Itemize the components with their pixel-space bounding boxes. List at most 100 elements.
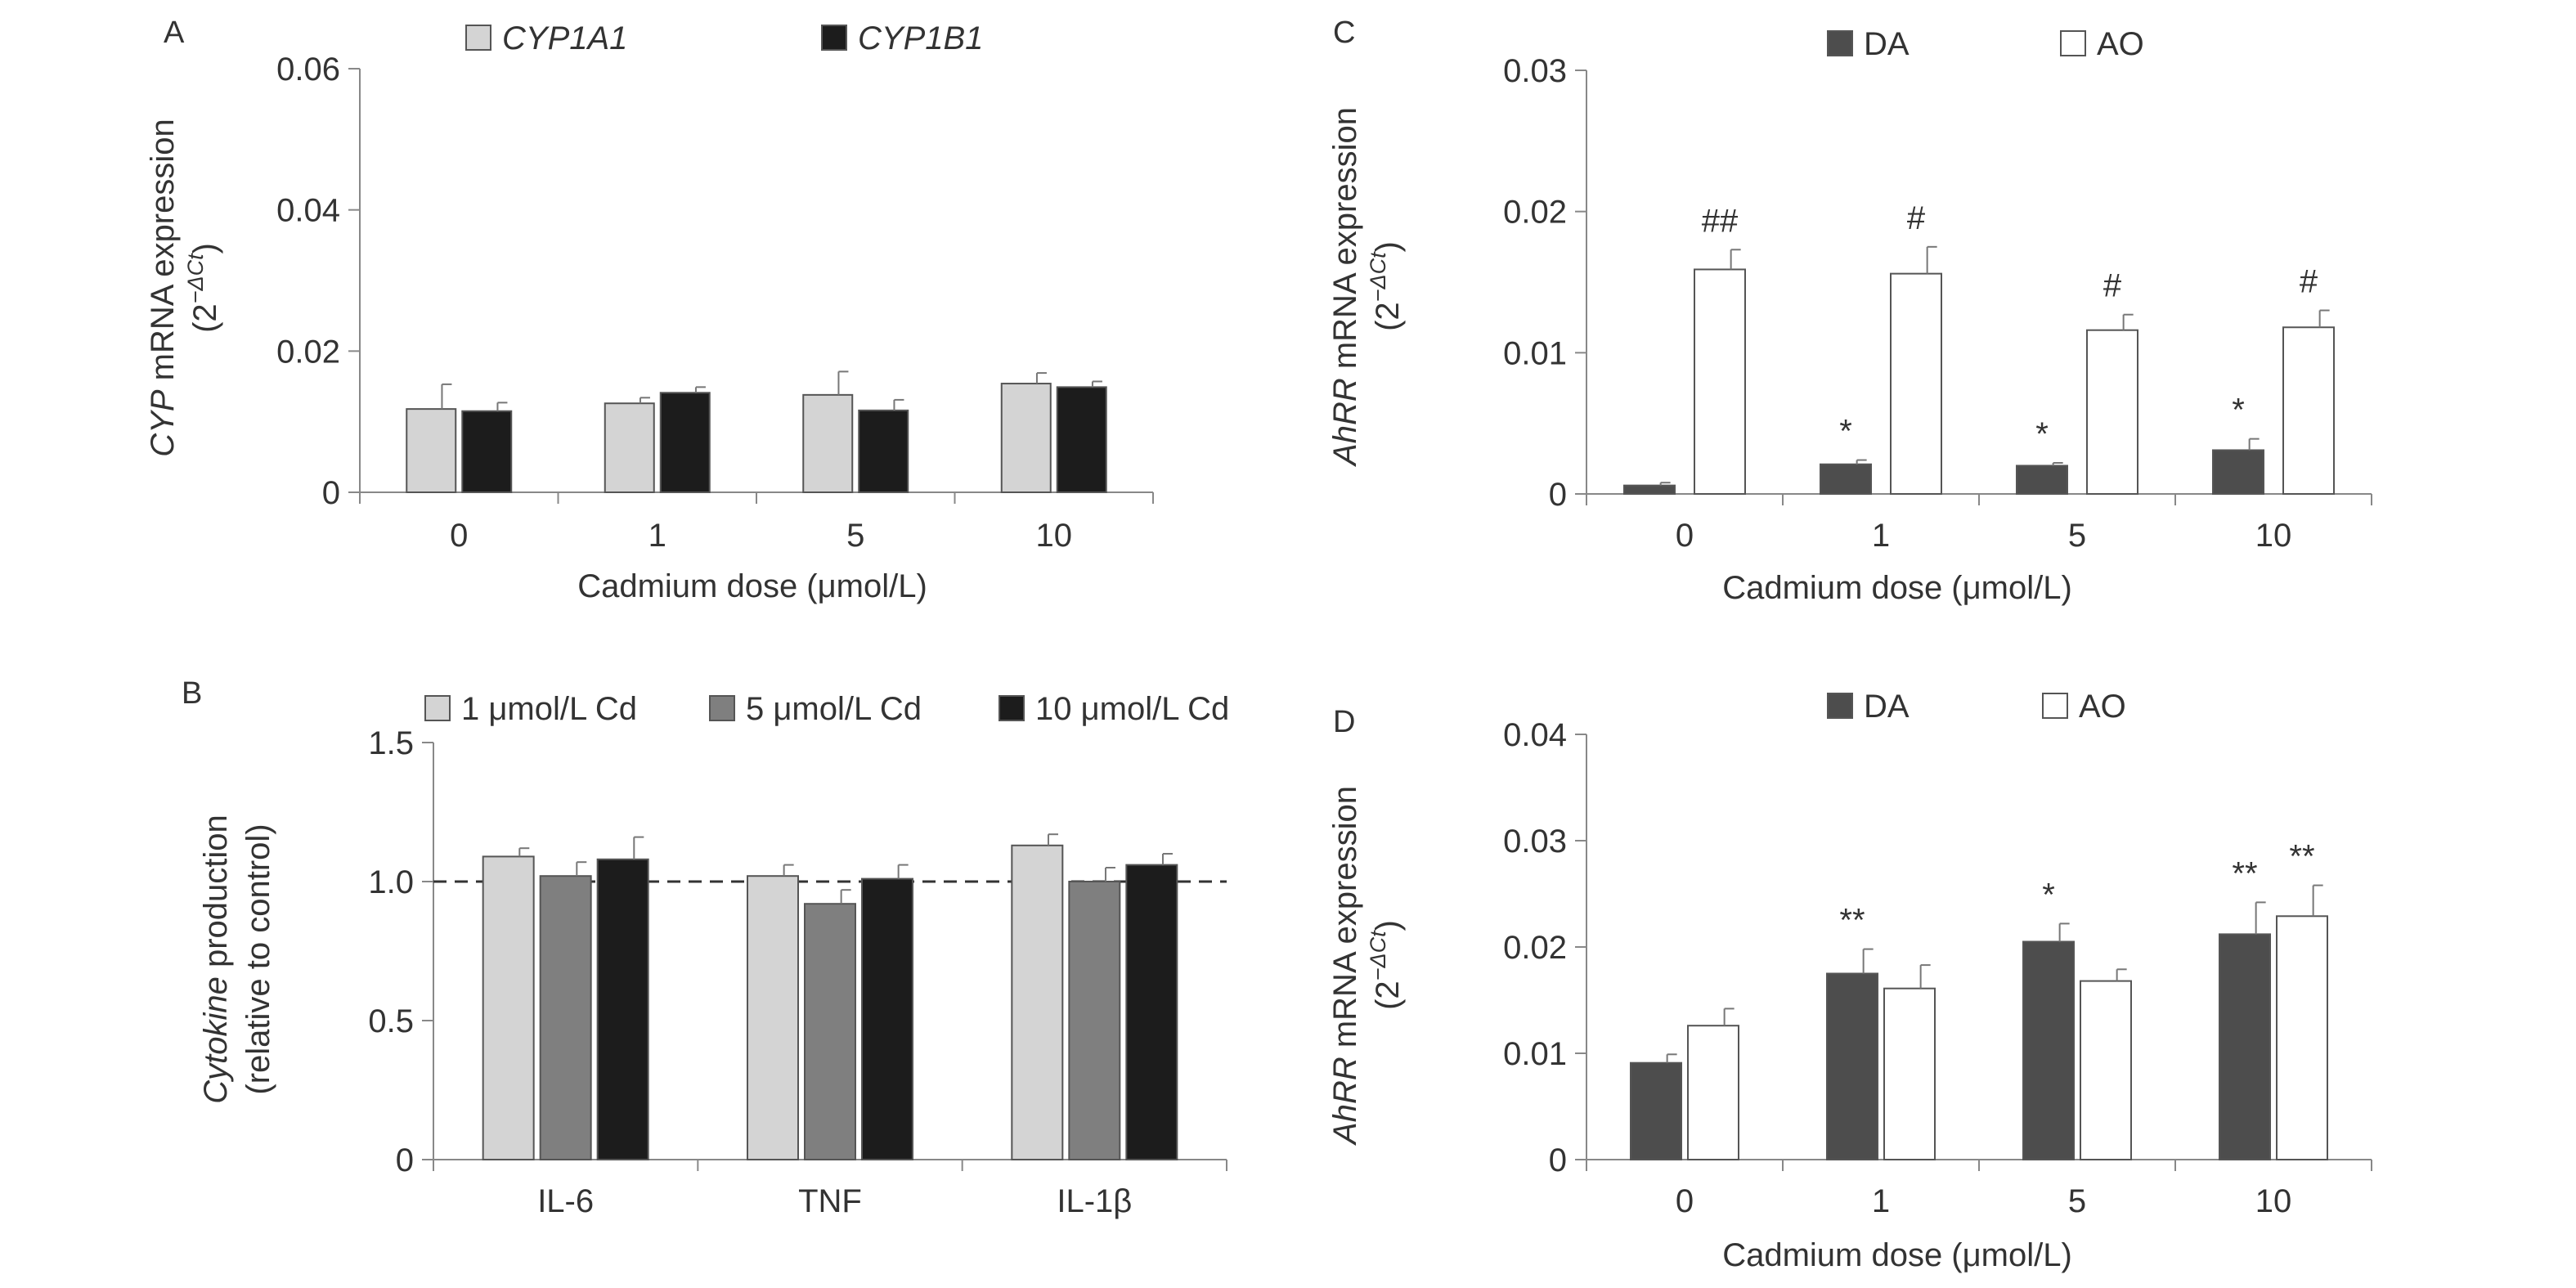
y-tick-label: 0.02 [1503, 930, 1567, 966]
y-axis-label-open: (2 [1370, 302, 1406, 331]
y-axis-label-italic: Cytokine [198, 976, 234, 1104]
y-axis-label-rest: production [198, 815, 234, 976]
legend-label: 10 μmol/L Cd [1035, 691, 1229, 727]
x-tick-label: IL-6 [537, 1183, 594, 1219]
significance-marker: # [2103, 268, 2122, 304]
y-tick-label: 0.06 [276, 52, 340, 88]
y-axis-label-italic: CYP [145, 389, 181, 457]
y-axis-label-line1: CYP mRNA expression [145, 119, 181, 456]
y-axis-label-rest: mRNA expression [1327, 107, 1363, 378]
significance-marker: * [2042, 877, 2055, 913]
y-axis-label-rest: mRNA expression [1327, 786, 1363, 1057]
y-tick-label: 0 [322, 475, 340, 511]
legend-label: DA [1864, 689, 1910, 725]
legend-swatch [821, 25, 847, 51]
panel-d-chart: D 00.010.020.030.04 0 1 5 10 ***** ** Cadmiu… [1327, 689, 2372, 1273]
y-axis-label-close: ) [1370, 241, 1406, 252]
bar [2080, 980, 2132, 1160]
y-axis-label-open: (2 [1370, 981, 1406, 1010]
legend-swatch [999, 695, 1025, 721]
y-axis-label-close: ) [1370, 920, 1406, 931]
x-tick-label: 10 [2255, 518, 2292, 554]
bar [1068, 881, 1121, 1160]
bar [858, 409, 909, 493]
y-tick-label: 0.02 [1503, 195, 1567, 231]
bar [1883, 987, 1936, 1160]
y-axis-ticks: 0 0.01 0.02 0.03 [1503, 53, 1586, 513]
bar [1056, 386, 1107, 494]
x-axis-ticks: IL-6 TNF IL-1β [433, 1160, 1227, 1219]
y-tick-label: 0.01 [1503, 335, 1567, 371]
panel-letter-b: B [182, 676, 202, 711]
bar [1826, 972, 1878, 1160]
x-tick-label: 10 [1036, 518, 1073, 554]
significance-marker: ## [1702, 203, 1739, 239]
y-axis-label-close: ) [187, 243, 223, 254]
legend-swatch [1827, 30, 1853, 56]
x-tick-label: TNF [798, 1183, 862, 1219]
x-tick-label: 10 [2255, 1183, 2292, 1219]
y-tick-label: 0 [1549, 1142, 1567, 1178]
y-axis-label: Cytokine production (relative to control… [198, 815, 276, 1104]
bar [802, 393, 854, 493]
legend-swatch [465, 25, 491, 51]
y-axis-label-superscript: −ΔCt [1366, 930, 1390, 981]
y-tick-label: 1.0 [368, 864, 414, 900]
x-tick-label: 5 [2068, 518, 2086, 554]
y-axis-label: CYP mRNA expression (2−ΔCt) [145, 119, 223, 456]
bar [1694, 268, 1746, 495]
y-tick-label: 0 [396, 1142, 414, 1178]
bars [482, 833, 1178, 1161]
x-tick-label: 1 [648, 518, 666, 554]
bar [1630, 1061, 1682, 1160]
y-tick-label: 0.5 [368, 1003, 414, 1039]
y-axis-label-line1: AhRR mRNA expression [1327, 107, 1363, 467]
y-axis-label: AhRR mRNA expression (2−ΔCt) [1327, 107, 1406, 467]
bar [2016, 464, 2068, 496]
y-tick-label: 0.04 [276, 193, 340, 229]
bar [604, 402, 655, 493]
panel-letter-d: D [1333, 705, 1355, 739]
y-axis-ticks: 0 0.02 0.04 0.06 [276, 52, 360, 511]
legend-swatch [2060, 30, 2086, 56]
x-tick-label: 5 [846, 518, 864, 554]
legend-label: CYP1B1 [858, 20, 983, 56]
panel-a-chart: A 0 0.02 0.04 0.06 0 1 5 10 Cadmium dose (μmol… [145, 16, 1154, 604]
bar [2219, 933, 2271, 1161]
panel-letter-c: C [1333, 16, 1355, 50]
x-tick-label: 0 [1676, 518, 1694, 554]
bars [406, 370, 1107, 494]
significance-marker: # [2300, 264, 2318, 300]
legend-label: CYP1A1 [502, 20, 627, 56]
y-tick-label: 0.02 [276, 334, 340, 370]
legend: CYP1A1 CYP1B1 [465, 20, 983, 56]
bar [1623, 484, 1676, 496]
legend: DA AO [1827, 26, 2144, 62]
y-tick-label: 0.03 [1503, 53, 1567, 89]
bar [596, 858, 649, 1161]
legend-swatch [709, 695, 735, 721]
y-axis-label-line2: (2−ΔCt) [1366, 241, 1406, 331]
bar [1820, 463, 1872, 495]
x-tick-label: 0 [1676, 1183, 1694, 1219]
y-axis-label: AhRR mRNA expression (2−ΔCt) [1327, 786, 1406, 1146]
bar [2086, 329, 2138, 495]
legend: DA AO [1827, 689, 2126, 725]
panel-b-chart: B 0 0.5 1.0 1.5 IL-6 TNF IL-1β Cytokine produ… [182, 676, 1229, 1219]
bar [406, 408, 457, 494]
y-tick-label: 0.03 [1503, 824, 1567, 859]
bar [1890, 272, 1942, 495]
panel-c-chart: C 0 0.01 0.02 0.03 0 1 5 10 ## * # * # * # Cadmium d… [1327, 16, 2372, 606]
y-axis-label-line2: (2−ΔCt) [1366, 920, 1406, 1010]
y-tick-label: 0.04 [1503, 717, 1567, 753]
significance-marker: # [1907, 200, 1926, 236]
significance-marker: ** [1839, 903, 1865, 939]
bars [1630, 884, 2328, 1161]
bar [659, 392, 711, 493]
bar [1011, 844, 1064, 1161]
legend-label: 5 μmol/L Cd [746, 691, 922, 727]
y-axis-label-superscript: −ΔCt [183, 253, 208, 303]
bar [461, 410, 513, 494]
legend-label: DA [1864, 26, 1910, 62]
